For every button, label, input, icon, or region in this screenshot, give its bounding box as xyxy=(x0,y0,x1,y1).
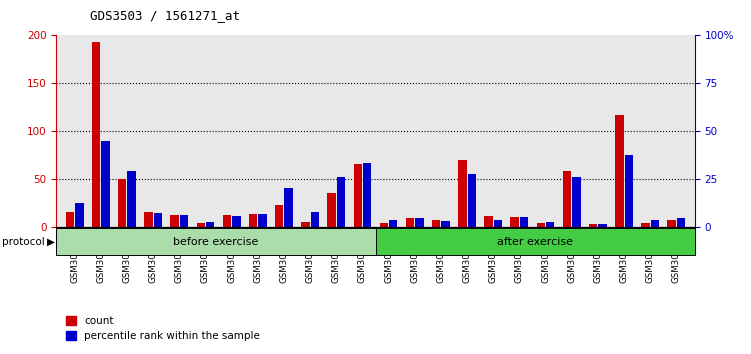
Bar xyxy=(311,212,319,227)
Bar xyxy=(285,188,293,227)
Bar xyxy=(144,212,152,227)
Bar xyxy=(442,221,450,227)
Bar xyxy=(406,218,415,227)
Bar xyxy=(92,42,101,227)
Legend: count, percentile rank within the sample: count, percentile rank within the sample xyxy=(62,312,264,345)
Bar xyxy=(363,162,371,227)
Bar xyxy=(546,222,554,227)
Bar xyxy=(562,171,572,227)
Bar xyxy=(197,223,205,227)
Bar xyxy=(589,224,597,227)
Bar xyxy=(380,223,388,227)
Bar xyxy=(249,214,258,227)
Bar xyxy=(327,193,336,227)
Bar xyxy=(66,212,74,227)
Bar xyxy=(572,177,581,227)
Bar xyxy=(458,160,466,227)
Bar xyxy=(511,217,519,227)
Bar xyxy=(223,215,231,227)
Text: ▶: ▶ xyxy=(47,236,55,247)
Bar xyxy=(179,215,189,227)
Bar xyxy=(677,218,685,227)
Bar xyxy=(170,215,179,227)
Bar xyxy=(468,174,476,227)
Bar xyxy=(354,164,362,227)
Bar xyxy=(275,205,283,227)
Bar xyxy=(484,216,493,227)
Bar xyxy=(75,202,83,227)
Bar xyxy=(154,213,162,227)
Bar xyxy=(599,224,607,227)
Bar xyxy=(118,179,126,227)
Bar xyxy=(258,214,267,227)
Bar xyxy=(301,222,309,227)
Bar xyxy=(389,220,397,227)
Text: GDS3503 / 1561271_at: GDS3503 / 1561271_at xyxy=(90,9,240,22)
Bar xyxy=(493,220,502,227)
Bar xyxy=(650,220,659,227)
Bar xyxy=(415,218,424,227)
Bar xyxy=(232,216,240,227)
Bar xyxy=(537,223,545,227)
Bar xyxy=(128,171,136,227)
Bar xyxy=(615,115,623,227)
Bar xyxy=(641,223,650,227)
Text: protocol: protocol xyxy=(2,236,44,247)
Text: before exercise: before exercise xyxy=(173,236,258,247)
Bar xyxy=(668,220,676,227)
Bar xyxy=(336,177,345,227)
Bar xyxy=(432,220,440,227)
Text: after exercise: after exercise xyxy=(497,236,573,247)
Bar xyxy=(625,155,633,227)
Bar xyxy=(520,217,528,227)
Bar xyxy=(101,141,110,227)
Bar xyxy=(206,222,214,227)
